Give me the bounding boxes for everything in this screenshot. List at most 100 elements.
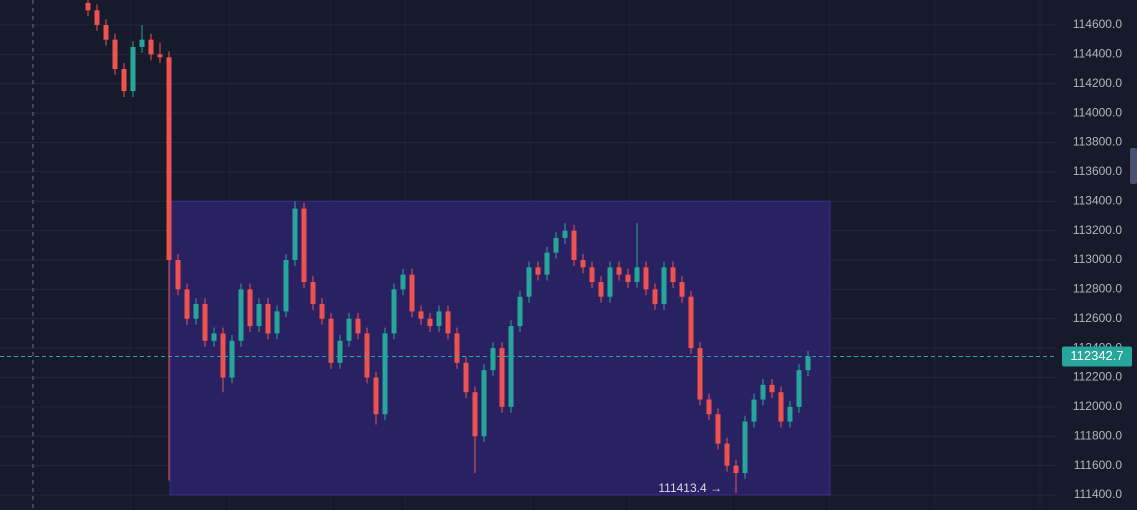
candle-body [319,304,325,319]
candle-body [562,230,568,238]
candle-body [256,304,262,327]
y-tick-label: 112000.0 [1073,399,1122,413]
candle-body [265,304,271,334]
price-axis: 114600.0 114400.0 114200.0 114000.0 113800.0… [1062,17,1132,501]
candle-body [202,304,208,341]
candle-body [184,289,190,319]
candle-body [652,289,658,305]
candle-body [139,39,145,48]
candle-body [85,2,91,11]
candle-body [607,267,613,297]
candle-body [157,54,163,58]
candle-body [733,465,739,473]
candle-body [616,267,622,275]
candle-body [238,289,244,341]
plot: 111413.4 → [0,0,1057,496]
y-tick-label: 114200.0 [1073,76,1122,90]
candle-body [193,304,199,319]
y-tick-label: 111600.0 [1074,458,1123,472]
candle-body [625,274,631,283]
candle-body [589,267,595,283]
candle-body [436,311,442,327]
y-tick-label: 113200.0 [1073,223,1122,237]
candle-body [211,333,217,341]
candle-body [112,39,118,70]
candle-body [148,39,154,55]
candle-body [94,10,100,25]
candle-body [499,348,505,407]
candle-body [544,252,550,275]
candle-body [166,57,172,260]
candle-body [769,384,775,393]
candle-body [382,333,388,415]
candle-body [355,318,361,334]
candle-body [742,421,748,473]
y-tick-label: 114600.0 [1073,17,1122,31]
candle-body [364,333,370,378]
candle-body [553,237,559,253]
candle-body [787,406,793,422]
y-tick-label: 113600.0 [1073,164,1122,178]
candle-body [706,399,712,415]
y-tick-label: 111800.0 [1074,428,1123,442]
last-price-label: 112342.7 [1070,348,1123,363]
candle-body [724,443,730,466]
candle-body [445,311,451,334]
side-tab[interactable] [1130,148,1137,184]
y-tick-label: 113800.0 [1073,135,1122,149]
candle-body [508,326,514,407]
candle-body [661,267,667,305]
y-tick-label: 112200.0 [1073,370,1122,384]
candle-body [292,208,298,260]
candle-body [175,259,181,290]
candle-body [346,318,352,341]
candle-body [310,282,316,305]
candle-body [535,267,541,275]
candle-body [418,311,424,319]
candle-body [463,362,469,393]
candle-body [409,274,415,312]
candle-body [427,318,433,327]
candle-body [670,267,676,283]
y-tick-label: 113400.0 [1073,193,1122,207]
candle-body [103,24,109,40]
candle-body [481,370,487,437]
candle-body [283,259,289,312]
candle-body [274,311,280,334]
candle-body [715,414,721,444]
candle-body [130,47,136,92]
candle-body [229,340,235,378]
candle-body [580,259,586,268]
candle-body [571,230,577,260]
candle-body [391,289,397,334]
y-tick-label: 111400.0 [1074,487,1123,501]
candle-body [400,274,406,290]
candle-body [220,333,226,378]
candle-body [643,267,649,290]
y-tick-label: 112800.0 [1073,282,1122,296]
candle-body [301,208,307,283]
candle-body [517,296,523,327]
candle-body [373,377,379,415]
y-tick-label: 112600.0 [1073,311,1122,325]
candle-body [751,399,757,422]
candle-body [328,318,334,363]
candle-body [598,282,604,297]
low-label: 111413.4 → [658,481,722,495]
candle-body [526,267,532,297]
candle-body [679,282,685,297]
candle-body [778,392,784,422]
y-tick-label: 114000.0 [1073,105,1122,119]
candle-body [688,296,694,349]
candle-body [697,348,703,400]
candle-body [805,356,811,371]
candle-body [796,370,802,407]
last-price-tag [1062,346,1132,367]
y-tick-label: 114400.0 [1073,47,1122,61]
candle-body [472,392,478,437]
candle-body [454,333,460,363]
y-tick-label: 113000.0 [1073,252,1122,266]
candle-body [247,289,253,327]
